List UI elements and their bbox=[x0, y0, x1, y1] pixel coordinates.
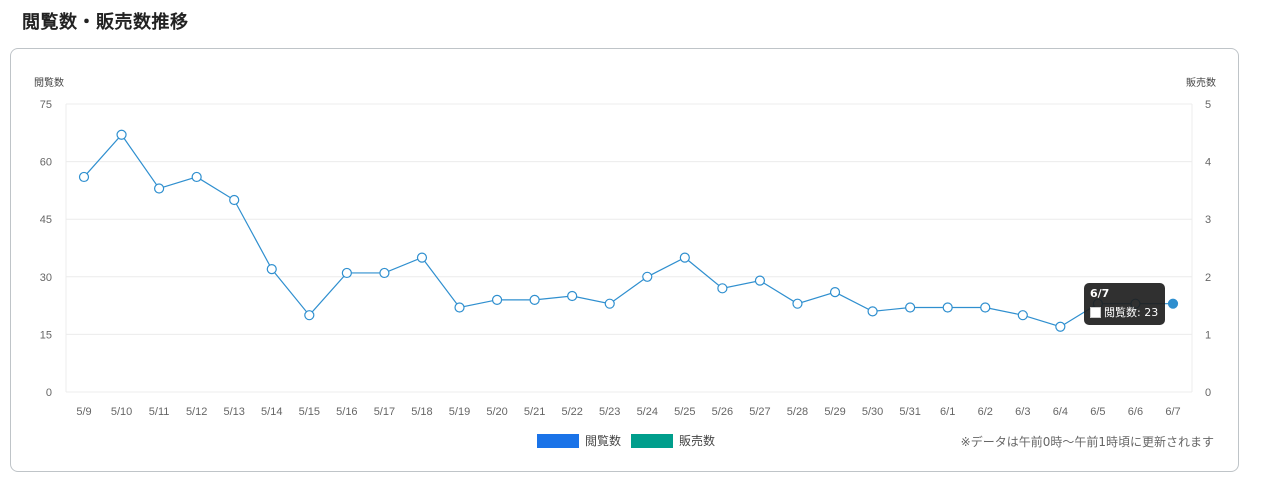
y-left-tick-label: 60 bbox=[40, 157, 52, 169]
x-tick-label: 5/18 bbox=[411, 406, 432, 418]
x-tick-label: 5/10 bbox=[111, 406, 132, 418]
y-right-tick-label: 1 bbox=[1205, 329, 1211, 341]
legend-item-views[interactable]: 閲覧数 bbox=[537, 432, 621, 449]
right-axis-title: 販売数 bbox=[1186, 78, 1216, 89]
views-data-point bbox=[304, 310, 315, 321]
x-tick-label: 5/28 bbox=[787, 406, 808, 418]
y-left-tick-label: 75 bbox=[40, 99, 52, 111]
x-tick-label: 5/23 bbox=[599, 406, 620, 418]
views-data-point bbox=[679, 252, 690, 263]
views-data-point bbox=[491, 294, 503, 305]
legend-swatch-views bbox=[537, 433, 579, 448]
tooltip-date: 6/7 bbox=[1090, 287, 1110, 300]
views-data-point bbox=[604, 298, 615, 309]
x-tick-label: 5/31 bbox=[899, 406, 920, 418]
x-tick-label: 5/16 bbox=[336, 406, 357, 418]
x-tick-label: 5/27 bbox=[749, 406, 770, 418]
y-right-tick-label: 5 bbox=[1205, 99, 1211, 111]
views-data-point bbox=[792, 298, 803, 309]
y-right-tick-label: 2 bbox=[1205, 272, 1211, 284]
x-tick-label: 5/9 bbox=[76, 406, 91, 418]
tooltip-value: 閲覧数: 23 bbox=[1104, 306, 1159, 319]
x-tick-label: 5/13 bbox=[223, 406, 244, 418]
views-data-point bbox=[1055, 321, 1066, 332]
x-tick-label: 5/26 bbox=[712, 406, 733, 418]
views-data-point bbox=[980, 302, 991, 313]
x-tick-label: 5/20 bbox=[486, 406, 507, 418]
views-data-point bbox=[416, 252, 428, 263]
views-data-point bbox=[1017, 310, 1028, 321]
views-data-point bbox=[717, 283, 728, 294]
legend-label-views: 閲覧数 bbox=[585, 434, 622, 448]
x-tick-label: 6/4 bbox=[1053, 406, 1068, 418]
views-data-point bbox=[266, 264, 277, 275]
x-tick-label: 5/30 bbox=[862, 406, 883, 418]
x-tick-label: 5/29 bbox=[824, 406, 845, 418]
x-tick-label: 6/2 bbox=[978, 406, 993, 418]
views-data-point bbox=[905, 302, 916, 313]
x-tick-label: 5/25 bbox=[674, 406, 695, 418]
x-tick-label: 6/5 bbox=[1090, 406, 1105, 418]
x-tick-label: 5/14 bbox=[261, 406, 282, 418]
x-tick-label: 5/17 bbox=[374, 406, 395, 418]
x-tick-label: 6/1 bbox=[940, 406, 955, 418]
views-data-point bbox=[754, 275, 766, 286]
y-left-tick-label: 15 bbox=[40, 329, 52, 341]
legend-label-sales: 販売数 bbox=[679, 434, 716, 448]
x-tick-label: 5/21 bbox=[524, 406, 545, 418]
views-data-point bbox=[454, 302, 465, 313]
chart-card bbox=[10, 48, 1239, 472]
y-left-tick-label: 0 bbox=[46, 387, 52, 399]
y-right-tick-label: 0 bbox=[1205, 387, 1211, 399]
x-tick-label: 5/11 bbox=[149, 406, 170, 418]
y-right-tick-label: 4 bbox=[1205, 157, 1211, 169]
views-data-point bbox=[379, 267, 390, 279]
views-data-point bbox=[78, 171, 90, 183]
views-data-point bbox=[867, 306, 878, 317]
chart-tooltip: 6/7 閲覧数: 23 bbox=[1084, 283, 1165, 325]
x-tick-label: 6/3 bbox=[1015, 406, 1030, 418]
x-tick-label: 5/22 bbox=[561, 406, 582, 418]
x-tick-label: 6/6 bbox=[1128, 406, 1143, 418]
y-left-tick-label: 30 bbox=[40, 272, 52, 284]
x-tick-label: 5/19 bbox=[449, 406, 470, 418]
x-tick-label: 5/24 bbox=[637, 406, 658, 418]
x-tick-label: 5/15 bbox=[299, 406, 320, 418]
tooltip-color-box bbox=[1090, 306, 1101, 318]
y-right-tick-label: 3 bbox=[1205, 214, 1211, 226]
views-data-point bbox=[829, 287, 841, 298]
page-title: 閲覧数・販売数推移 bbox=[22, 12, 189, 33]
y-left-tick-label: 45 bbox=[40, 214, 52, 226]
left-axis-title: 閲覧数 bbox=[34, 78, 64, 89]
chart-legend: 閲覧数 販売数 bbox=[537, 432, 725, 449]
views-data-point bbox=[191, 171, 202, 183]
views-series-line bbox=[83, 133, 1173, 328]
views-data-point bbox=[529, 294, 540, 305]
update-note: ※データは午前0時〜午前1時頃に更新されます bbox=[960, 435, 1214, 449]
x-tick-label: 5/12 bbox=[186, 406, 207, 418]
x-tick-label: 6/7 bbox=[1165, 406, 1180, 418]
views-data-point bbox=[1167, 298, 1179, 309]
legend-swatch-sales bbox=[631, 433, 674, 448]
legend-item-sales[interactable]: 販売数 bbox=[631, 432, 715, 449]
views-data-point bbox=[116, 129, 127, 140]
views-data-point bbox=[154, 183, 165, 194]
views-data-point bbox=[229, 194, 240, 206]
views-data-point bbox=[642, 271, 653, 282]
views-data-point bbox=[341, 267, 352, 279]
views-data-point bbox=[942, 302, 953, 313]
views-data-point bbox=[567, 290, 578, 302]
